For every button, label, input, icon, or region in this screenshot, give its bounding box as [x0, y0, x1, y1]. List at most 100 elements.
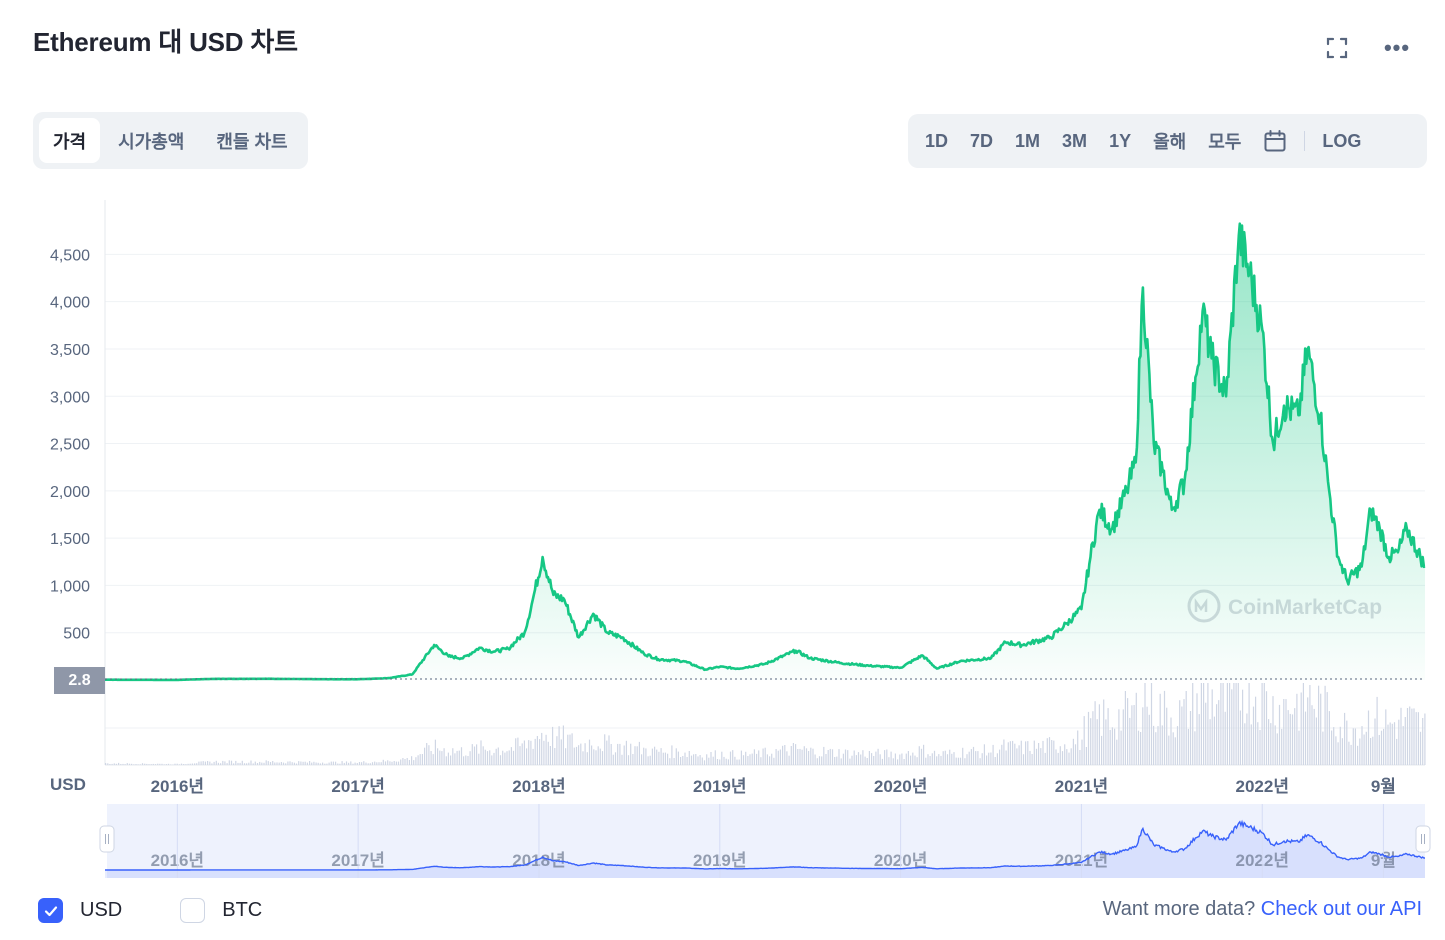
- volume-bar: [254, 761, 256, 765]
- volume-bar: [510, 747, 512, 765]
- volume-bar: [378, 762, 380, 765]
- range-1m[interactable]: 1M: [1015, 130, 1041, 151]
- price-chart[interactable]: 500 1,000 1,500 2,000 2,500 3,000 3,500 4,000 4,…: [0, 190, 1445, 800]
- volume-bar: [371, 762, 374, 765]
- volume-bar: [512, 750, 515, 765]
- volume-bar: [964, 758, 966, 765]
- volume-bar: [814, 754, 816, 765]
- range-all[interactable]: 모두: [1208, 132, 1242, 152]
- volume-bar: [1166, 707, 1168, 765]
- volume-bar: [1213, 716, 1215, 765]
- volume-bar: [1298, 730, 1300, 765]
- volume-bar: [1263, 683, 1265, 765]
- volume-bar: [1383, 728, 1385, 765]
- volume-bar: [330, 761, 332, 765]
- volume-bar: [595, 750, 597, 765]
- volume-bar: [508, 750, 510, 765]
- volume-bar: [315, 762, 317, 765]
- volume-bar: [233, 763, 235, 765]
- volume-bar: [384, 761, 387, 765]
- volume-bar: [580, 743, 582, 765]
- range-ytd[interactable]: 올해: [1153, 132, 1187, 152]
- volume-bar: [374, 761, 376, 765]
- volume-bar: [1333, 727, 1335, 765]
- volume-bar: [105, 763, 107, 765]
- api-link[interactable]: Check out our API: [1260, 898, 1422, 920]
- volume-bar: [185, 764, 187, 765]
- volume-bar: [1042, 740, 1044, 765]
- volume-bar: [358, 762, 361, 765]
- expand-icon[interactable]: [1322, 33, 1352, 63]
- volume-bar: [1048, 737, 1051, 765]
- volume-bar: [972, 746, 975, 765]
- volume-bar: [111, 763, 113, 765]
- volume-bar: [792, 743, 794, 765]
- volume-bar: [1096, 719, 1098, 765]
- volume-bar: [912, 752, 914, 765]
- calendar-icon[interactable]: [1252, 120, 1298, 162]
- volume-bar: [471, 744, 473, 765]
- currency-option-usd[interactable]: USD: [38, 898, 122, 923]
- range-1y[interactable]: 1Y: [1109, 130, 1132, 151]
- range-log[interactable]: LOG: [1322, 130, 1362, 151]
- btc-checkbox[interactable]: [180, 898, 206, 923]
- more-icon[interactable]: •••: [1383, 35, 1411, 60]
- range-3m[interactable]: 3M: [1062, 130, 1088, 151]
- volume-bar: [163, 764, 165, 765]
- volume-bar: [641, 754, 643, 765]
- y-tick-label: 3,500: [50, 342, 90, 359]
- volume-bar: [701, 757, 703, 765]
- navigator-handle[interactable]: [1415, 825, 1431, 853]
- volume-bar: [697, 756, 699, 765]
- volume-bar: [1066, 749, 1068, 765]
- volume-bar: [1168, 735, 1170, 765]
- currency-option-btc[interactable]: BTC: [180, 898, 262, 923]
- volume-bar: [367, 763, 369, 765]
- volume-bar: [1131, 705, 1133, 765]
- volume-bar: [660, 748, 662, 765]
- volume-bar: [1400, 707, 1402, 765]
- volume-bar: [126, 763, 128, 765]
- tab-market-cap[interactable]: 시가총액: [118, 131, 185, 152]
- range-1d[interactable]: 1D: [925, 130, 949, 151]
- volume-bar: [246, 763, 248, 765]
- volume-bar: [265, 760, 267, 765]
- navigator-handle[interactable]: [99, 825, 115, 853]
- volume-bar: [920, 748, 923, 765]
- range-7d[interactable]: 7D: [970, 130, 994, 151]
- volume-bar: [812, 748, 814, 765]
- volume-bar: [1283, 699, 1285, 765]
- volume-bar: [1402, 726, 1404, 765]
- volume-bar: [554, 748, 556, 765]
- volume-bar: [823, 746, 825, 765]
- volume-bar: [901, 753, 903, 765]
- volume-bar: [476, 744, 478, 765]
- volume-bar: [259, 761, 261, 765]
- tab-price[interactable]: 가격: [39, 118, 101, 163]
- volume-bar: [879, 754, 881, 765]
- usd-checkbox[interactable]: [38, 898, 63, 923]
- volume-bar: [530, 740, 532, 765]
- volume-bar: [226, 763, 228, 765]
- volume-bar: [656, 749, 658, 765]
- volume-bar: [295, 763, 298, 765]
- volume-bar: [224, 761, 226, 765]
- range-navigator[interactable]: 2016년 2017년 2018년 2019년 2020년 2021년 2022년 9월: [0, 800, 1445, 882]
- volume-bar: [1053, 740, 1055, 765]
- y-tick-label: 1,500: [50, 531, 90, 548]
- volume-bar: [1081, 739, 1083, 765]
- volume-bar: [838, 749, 840, 765]
- volume-bar: [1196, 693, 1198, 765]
- expand-icon-glyph: [1326, 37, 1348, 59]
- volume-bar: [977, 751, 979, 765]
- tab-candle-chart[interactable]: 캔들 차트: [216, 131, 288, 152]
- volume-bar: [445, 756, 447, 765]
- volume-bar: [430, 751, 432, 765]
- volume-bar: [337, 763, 339, 765]
- volume-bar: [1198, 714, 1200, 765]
- volume-bar: [612, 754, 614, 765]
- volume-bar: [690, 755, 693, 765]
- volume-bar: [1393, 722, 1396, 765]
- volume-bar: [1287, 710, 1289, 765]
- volume-bar: [1140, 732, 1142, 765]
